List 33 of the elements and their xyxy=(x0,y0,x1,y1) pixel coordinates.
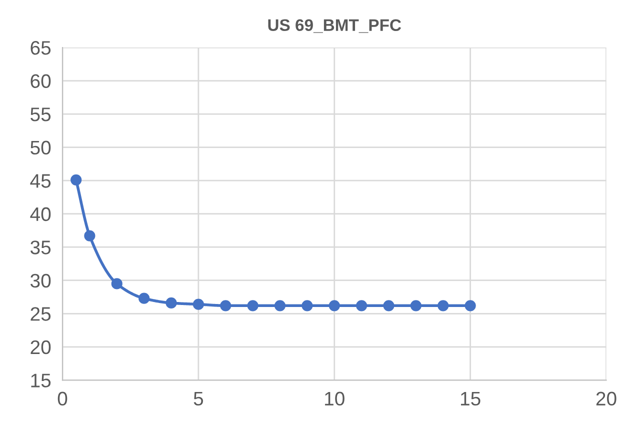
point xyxy=(356,300,368,312)
y-tick-label: 30 xyxy=(30,274,51,288)
x-tick-label: 0 xyxy=(58,392,68,406)
point xyxy=(328,300,340,312)
y-tick-label: 65 xyxy=(30,40,51,55)
y-tick-label: 25 xyxy=(30,307,51,321)
point xyxy=(138,292,150,304)
y-tick-label: 60 xyxy=(30,74,51,88)
point xyxy=(464,300,476,312)
point xyxy=(383,300,394,312)
x-tick-label: 10 xyxy=(325,392,344,406)
y-tick-label: 35 xyxy=(30,240,51,254)
y-tick-label: 50 xyxy=(30,140,51,155)
point xyxy=(274,300,286,312)
point xyxy=(84,230,96,242)
point xyxy=(192,298,204,310)
point xyxy=(220,300,232,312)
x-tick-label: 15 xyxy=(460,392,480,406)
point xyxy=(70,174,82,186)
point xyxy=(410,300,422,312)
y-tick-label: 20 xyxy=(30,340,51,354)
chart-title: US 69_BMT_PFC xyxy=(268,19,402,33)
point xyxy=(302,300,313,312)
y-tick-label: 15 xyxy=(31,374,51,388)
y-tick-label: 45 xyxy=(30,174,51,188)
point xyxy=(111,278,122,290)
y-tick-label: 55 xyxy=(30,108,51,122)
point xyxy=(247,300,258,312)
x-tick-label: 20 xyxy=(596,392,616,406)
x-tick-label: 5 xyxy=(194,392,204,406)
point xyxy=(166,297,177,309)
y-tick-label: 40 xyxy=(30,207,51,222)
point xyxy=(438,300,449,312)
